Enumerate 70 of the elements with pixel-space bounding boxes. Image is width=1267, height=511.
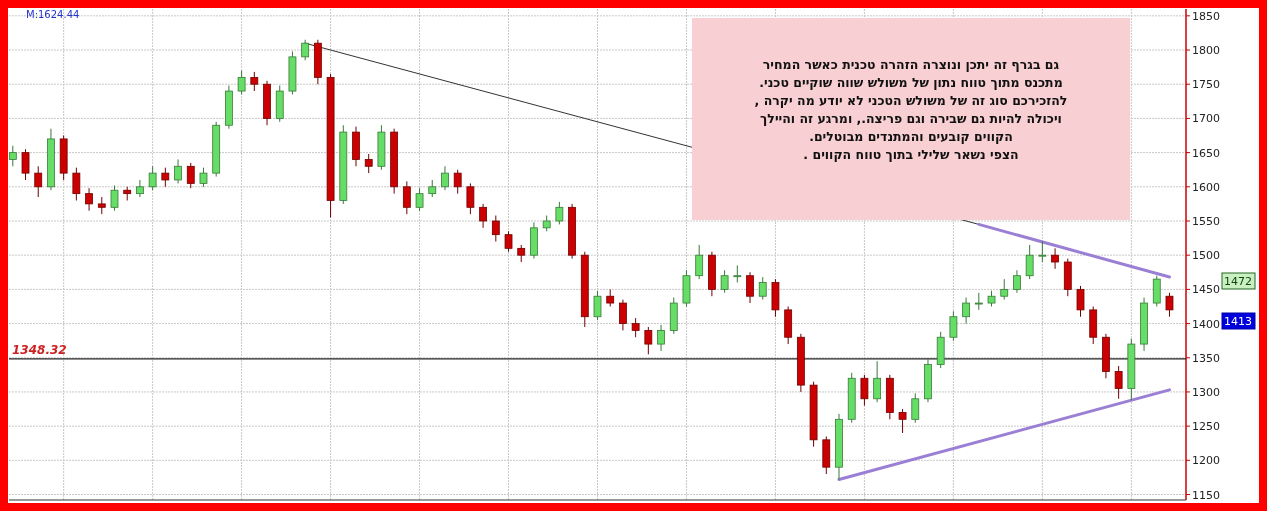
- candlestick: [949, 310, 958, 342]
- candlestick: [186, 162, 195, 189]
- y-tick-label: 1150: [1192, 488, 1220, 502]
- candlestick: [1152, 275, 1161, 307]
- candlestick: [619, 299, 627, 331]
- y-tick-label: 1350: [1192, 351, 1220, 365]
- candlestick: [873, 360, 882, 403]
- text: 1413: [1224, 315, 1252, 328]
- candlestick: [1013, 269, 1021, 294]
- candlestick: [199, 167, 208, 188]
- candlestick: [657, 324, 665, 352]
- text: 1472: [1224, 275, 1252, 288]
- candlestick: [962, 297, 970, 325]
- candlestick: [415, 187, 424, 212]
- candlestick: [1051, 247, 1059, 270]
- candlestick: [1076, 285, 1085, 318]
- y-tick-label: 1750: [1192, 78, 1220, 92]
- candlestick: [733, 264, 742, 284]
- candlestick: [441, 165, 449, 191]
- candlestick: [237, 70, 246, 95]
- candlestick: [136, 179, 144, 198]
- y-tick-label: 1600: [1192, 180, 1220, 194]
- y-tick-label: 1550: [1192, 214, 1220, 228]
- y-tick-label: 1650: [1192, 146, 1220, 160]
- candlestick: [720, 269, 729, 294]
- picture-note-box: גם בגרף זה יתכן ונוצרה הזהרה טכנית כאשר המחיר מתכנס מתוך טווח נתון של משולש שווה שוקיים טכני. להזכירכם סוג זה של משולש הטכני לא יודע מה יקרה , ויכולה להיות גם שבירה וגם פריצה., ומרגע זה והיילך הקווים קובעים והמתנדים מבוטלים. הצפי נשאר שלילי בתוך טווח הקווים .: [692, 18, 1130, 220]
- y-tick-label: 1450: [1192, 283, 1220, 297]
- candlestick: [148, 165, 157, 191]
- y-tick-label: 1200: [1192, 454, 1220, 468]
- candlestick: [85, 187, 93, 212]
- candlestick: [491, 215, 500, 243]
- y-tick-label: 1700: [1192, 112, 1220, 126]
- y-tick-label: 1500: [1192, 249, 1220, 263]
- ref-line-label: 1348.32: [12, 342, 67, 357]
- annotation: M:1624.44: [26, 9, 80, 20]
- candlestick: [466, 182, 475, 215]
- y-tick-label: 1250: [1192, 420, 1220, 434]
- candlestick: [21, 148, 30, 181]
- y-tick-label: 1300: [1192, 385, 1220, 399]
- candlestick: [1165, 292, 1174, 318]
- candlestick: [1000, 278, 1009, 301]
- candlestick: [453, 169, 462, 195]
- candlestick: [34, 165, 43, 198]
- candlestick: [72, 167, 81, 201]
- candlestick: [860, 374, 869, 407]
- candlestick: [174, 158, 182, 184]
- candlestick: [479, 203, 487, 229]
- candlestick: [1038, 241, 1047, 263]
- candlestick: [593, 290, 602, 321]
- candlestick: [911, 392, 920, 424]
- candlestick: [161, 167, 170, 188]
- candlestick: [644, 326, 653, 355]
- candlestick: [301, 39, 310, 61]
- y-tick-label: 1850: [1192, 9, 1220, 23]
- candlestick: [504, 230, 513, 253]
- candlestick: [555, 201, 564, 225]
- candlestick: [695, 244, 704, 280]
- candlestick: [364, 153, 373, 174]
- candlestick: [250, 71, 259, 92]
- candlestick: [1114, 365, 1123, 400]
- candlestick: [1025, 244, 1034, 280]
- candlestick: [746, 271, 754, 304]
- candlestick: [402, 180, 411, 215]
- candlestick: [631, 317, 640, 338]
- y-tick-label: 1800: [1192, 44, 1220, 58]
- candlestick: [898, 408, 907, 434]
- candlestick: [110, 184, 119, 212]
- candlestick: [8, 145, 17, 167]
- candlestick: [758, 276, 767, 301]
- y-tick-label: 1400: [1192, 317, 1220, 331]
